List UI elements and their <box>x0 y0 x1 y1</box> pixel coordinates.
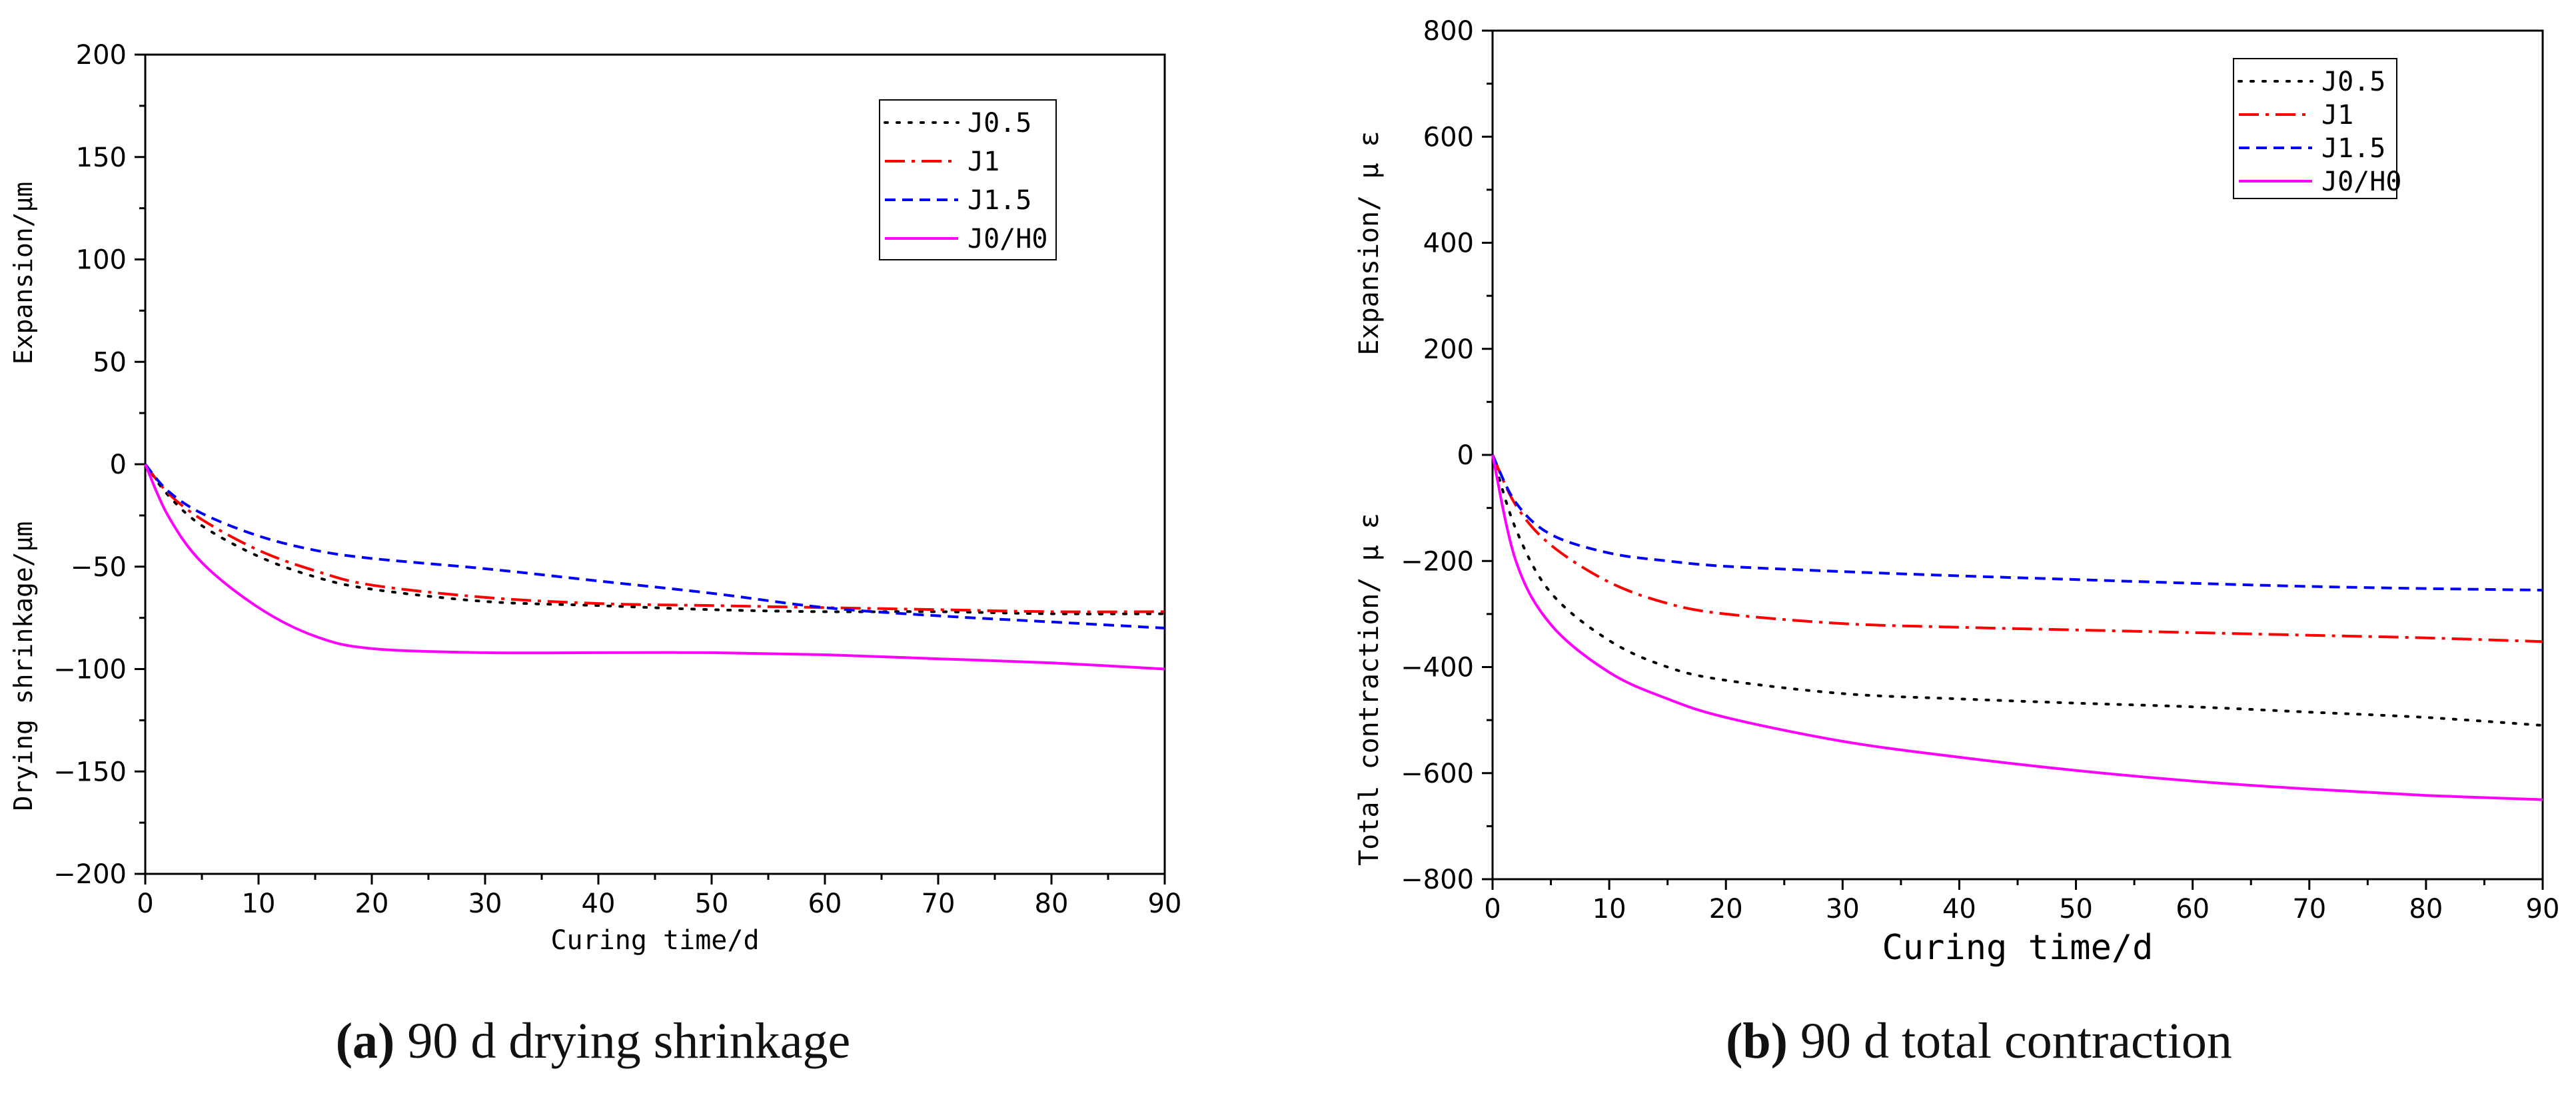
x-tick-label-a: 50 <box>695 889 729 919</box>
x-tick-label-a: 0 <box>137 889 153 919</box>
x-tick-label-b: 60 <box>2176 894 2210 924</box>
legend-label-b: J1 <box>2321 100 2353 131</box>
series-line-b-j0-h0 <box>1491 454 2543 801</box>
legend-label-a: J0/H0 <box>967 224 1047 254</box>
legend-label-a: J0.5 <box>967 108 1031 139</box>
x-tick-label-b: 40 <box>1942 894 1976 924</box>
x-tick-label-a: 80 <box>1035 889 1069 919</box>
caption-b-text: 90 d total contraction <box>1787 1013 2232 1069</box>
x-tick-label-b: 20 <box>1709 894 1743 924</box>
y-tick-label-b: −200 <box>1401 546 1474 577</box>
series-line-a-j0-5 <box>144 463 1166 615</box>
caption-a-text: 90 d drying shrinkage <box>394 1013 851 1069</box>
y-tick-label-a: −150 <box>53 757 127 787</box>
legend-label-b: J1.5 <box>2321 133 2385 164</box>
series-line-a-j1 <box>144 463 1165 613</box>
legend-label-a: J1 <box>967 147 999 177</box>
y-tick-label-a: −200 <box>53 859 127 890</box>
x-tick-label-a: 30 <box>468 889 502 919</box>
x-tick-label-b: 10 <box>1593 894 1626 924</box>
series-line-b-j1 <box>1491 454 2543 643</box>
x-tick-label-b: 0 <box>1484 894 1501 924</box>
x-tick-label-b: 80 <box>2409 894 2443 924</box>
y-tick-label-b: 600 <box>1423 122 1474 153</box>
x-tick-label-a: 60 <box>808 889 842 919</box>
x-tick-label-a: 70 <box>922 889 956 919</box>
y-axis-label-lower-a: Drying shrinkage/μm <box>9 522 38 811</box>
chart-panel-b: 0 10 20 30 40 50 60 70 80 90 800 600 400 200 0 −200 −400… <box>1354 16 2559 968</box>
x-tick-label-b: 70 <box>2292 894 2326 924</box>
y-tick-label-a: 0 <box>110 450 127 480</box>
x-tick-label-a: 40 <box>582 889 616 919</box>
y-tick-label-b: 200 <box>1423 334 1474 365</box>
y-tick-label-b: −600 <box>1401 759 1474 789</box>
y-tick-label-a: 50 <box>93 347 127 378</box>
x-tick-label-a: 10 <box>242 889 276 919</box>
x-tick-label-b: 50 <box>2059 894 2093 924</box>
y-tick-label-a: 100 <box>76 245 127 276</box>
legend-box-a <box>879 99 1057 260</box>
y-tick-label-b: −800 <box>1401 865 1474 895</box>
x-tick-label-b: 90 <box>2526 894 2560 924</box>
x-tick-label-b: 30 <box>1826 894 1860 924</box>
series-line-a-j0-h0 <box>144 464 1165 671</box>
y-tick-label-a: −50 <box>71 552 127 583</box>
y-tick-label-b: 400 <box>1423 228 1474 259</box>
legend-label-b: J0/H0 <box>2321 167 2401 197</box>
legend-label-b: J0.5 <box>2321 67 2385 97</box>
series-line-b-j0-5 <box>1491 454 2544 727</box>
chart-panel-a: 0 10 20 30 40 50 60 70 80 90 200 150 100 50 0 −50 −100 −1… <box>9 40 1181 956</box>
y-tick-label-a: 150 <box>76 143 127 173</box>
legend-label-a: J1.5 <box>967 185 1031 216</box>
caption-b-label: (b) <box>1726 1013 1788 1069</box>
y-tick-label-b: −400 <box>1401 653 1474 683</box>
caption-b: (b) 90 d total contraction <box>1726 1012 2232 1070</box>
y-axis-label-lower-b: Total contraction/ μ ε <box>1354 513 1385 866</box>
y-tick-label-b: 800 <box>1423 16 1474 47</box>
y-axis-label-upper-a: Expansion/μm <box>9 182 38 365</box>
caption-a: (a) 90 d drying shrinkage <box>336 1012 851 1070</box>
y-tick-label-a: 200 <box>76 40 127 71</box>
series-line-b-j1-5 <box>1491 454 2543 592</box>
series-line-a-j1-5 <box>144 463 1165 629</box>
x-axis-label-a: Curing time/d <box>550 925 759 956</box>
y-tick-label-b: 0 <box>1457 440 1474 471</box>
y-tick-label-a: −100 <box>53 655 127 685</box>
y-axis-label-upper-b: Expansion/ μ ε <box>1354 131 1385 355</box>
x-tick-label-a: 90 <box>1148 889 1182 919</box>
x-tick-label-a: 20 <box>355 889 389 919</box>
legend-box-b <box>2233 58 2397 199</box>
caption-a-label: (a) <box>335 1013 395 1069</box>
x-axis-label-b: Curing time/d <box>1882 928 2154 968</box>
